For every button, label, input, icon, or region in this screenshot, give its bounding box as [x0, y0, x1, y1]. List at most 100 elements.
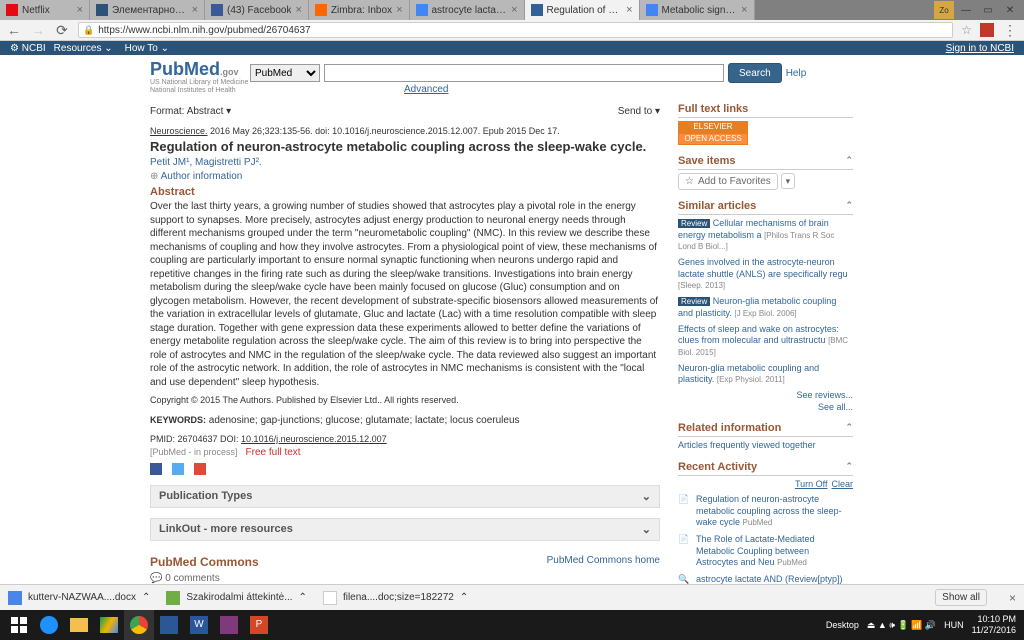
see-reviews-link[interactable]: See reviews... — [678, 390, 853, 400]
close-icon[interactable]: × — [77, 4, 83, 16]
download-item[interactable]: filena....doc;size=182272⌃ — [323, 591, 468, 605]
linkout-section[interactable]: LinkOut - more resources⌄ — [150, 518, 660, 541]
database-select[interactable]: PubMed — [250, 64, 320, 82]
reload-button[interactable]: ⟳ — [54, 22, 70, 38]
search-button[interactable]: Search — [728, 63, 782, 83]
close-icon[interactable]: × — [626, 4, 632, 16]
favicon — [211, 4, 223, 16]
collapse-icon[interactable]: ⌃ — [845, 422, 853, 434]
favicon — [416, 4, 428, 16]
url-text: https://www.ncbi.nlm.nih.gov/pubmed/2670… — [98, 25, 310, 36]
resources-menu[interactable]: Resources ⌄ — [54, 43, 113, 54]
expand-icon[interactable]: ⌄ — [642, 490, 651, 503]
sendto-dropdown[interactable]: Send to ▾ — [618, 106, 660, 117]
chevron-icon[interactable]: ⌃ — [299, 592, 307, 603]
clock[interactable]: 10:10 PM11/27/2016 — [972, 614, 1016, 636]
copyright: Copyright © 2015 The Authors. Published … — [150, 395, 660, 405]
similar-article[interactable]: Review Cellular mechanisms of brain ener… — [678, 218, 853, 253]
back-button[interactable]: ← — [6, 22, 22, 38]
language[interactable]: HUN — [944, 620, 964, 630]
collapse-icon[interactable]: ⌃ — [845, 155, 853, 167]
howto-menu[interactable]: How To ⌄ — [125, 43, 169, 54]
recent-heading: Recent Activity⌃ — [678, 461, 853, 476]
facebook-icon[interactable] — [150, 463, 162, 475]
free-full-text[interactable]: Free full text — [246, 447, 301, 458]
format-dropdown[interactable]: Abstract ▾ — [187, 106, 231, 117]
close-icon[interactable]: × — [741, 4, 747, 16]
help-link[interactable]: Help — [786, 68, 807, 79]
desktop-toggle[interactable]: Desktop — [826, 620, 859, 630]
expand-icon[interactable]: ⌄ — [642, 523, 651, 536]
recent-item[interactable]: 📄The Role of Lactate-Mediated Metabolic … — [678, 534, 853, 569]
ie-icon[interactable] — [34, 610, 64, 640]
advanced-link[interactable]: Advanced — [404, 84, 816, 95]
menu-button[interactable]: ⋮ — [1002, 22, 1018, 38]
word-icon[interactable]: W — [184, 610, 214, 640]
powerpoint-icon[interactable]: P — [244, 610, 274, 640]
similar-article[interactable]: Genes involved in the astrocyte-neuron l… — [678, 257, 853, 292]
onenote-icon[interactable] — [214, 610, 244, 640]
minimize-button[interactable]: — — [956, 1, 976, 19]
close-icon[interactable]: × — [295, 4, 301, 16]
googleplus-icon[interactable] — [194, 463, 206, 475]
forward-button[interactable]: → — [30, 22, 46, 38]
bookmark-icon[interactable]: ☆ — [961, 23, 972, 37]
signin-link[interactable]: Sign in to NCBI — [946, 43, 1014, 54]
close-icon[interactable]: × — [511, 4, 517, 16]
tab-zimbra[interactable]: Zimbra: Inbox× — [309, 0, 410, 20]
add-favorites-button[interactable]: ☆ Add to Favorites — [678, 173, 778, 190]
related-link[interactable]: Articles frequently viewed together — [678, 440, 816, 450]
similar-article[interactable]: Neuron-glia metabolic coupling and plast… — [678, 363, 853, 386]
comments-count[interactable]: 💬 0 comments — [150, 573, 660, 584]
tab-google1[interactable]: astrocyte lactate produ…× — [410, 0, 525, 20]
drive-icon[interactable] — [94, 610, 124, 640]
showall-button[interactable]: Show all — [935, 589, 987, 606]
recent-item[interactable]: 📄Regulation of neuron-astrocyte metaboli… — [678, 494, 853, 529]
extension-icon[interactable] — [980, 23, 994, 37]
chevron-icon[interactable]: ⌃ — [460, 592, 468, 603]
twitter-icon[interactable] — [172, 463, 184, 475]
author-info-toggle[interactable]: Author information — [150, 171, 660, 182]
similar-article[interactable]: Effects of sleep and wake on astrocytes:… — [678, 324, 853, 359]
favorites-dropdown[interactable]: ▾ — [781, 173, 796, 189]
collapse-icon[interactable]: ⌃ — [845, 200, 853, 212]
close-icon[interactable]: × — [1009, 591, 1016, 605]
tab-pubmed[interactable]: Regulation of neuron-as…× — [525, 0, 640, 20]
maximize-button[interactable]: ▭ — [978, 1, 998, 19]
favicon — [315, 4, 327, 16]
close-button[interactable]: ✕ — [1000, 1, 1020, 19]
close-icon[interactable]: × — [192, 4, 198, 16]
turnoff-link[interactable]: Turn Off — [795, 479, 828, 489]
see-all-link[interactable]: See all... — [678, 402, 853, 412]
close-icon[interactable]: × — [396, 4, 402, 16]
favicon — [531, 4, 543, 16]
clear-link[interactable]: Clear — [831, 479, 853, 489]
collapse-icon[interactable]: ⌃ — [845, 461, 853, 473]
similar-article[interactable]: Review Neuron-glia metabolic coupling an… — [678, 296, 853, 319]
abstract-heading: Abstract — [150, 186, 660, 198]
tray-icons[interactable]: ⏏ ▲ 🕪 🔋 📶 🔊 — [867, 620, 936, 631]
download-item[interactable]: kutterv-NAZWAA....docx⌃ — [8, 591, 150, 605]
commons-home-link[interactable]: PubMed Commons home — [547, 555, 660, 569]
elsevier-link[interactable]: ELSEVIER OPEN ACCESS — [678, 121, 853, 145]
download-item[interactable]: Szakirodalmi áttekintė...⌃ — [166, 591, 307, 605]
url-input[interactable]: 🔒 https://www.ncbi.nlm.nih.gov/pubmed/26… — [78, 22, 953, 38]
chevron-icon[interactable]: ⌃ — [142, 592, 150, 603]
pubmed-header: PubMed.gov US National Library of Medici… — [0, 55, 1024, 97]
authors[interactable]: Petit JM¹, Magistretti PJ². — [150, 157, 660, 168]
pubmed-logo[interactable]: PubMed.gov — [150, 59, 239, 80]
tab-serial[interactable]: Элементарно. 1,2,3,4× — [90, 0, 205, 20]
explorer-icon[interactable] — [64, 610, 94, 640]
chrome-icon[interactable] — [124, 610, 154, 640]
pubtypes-section[interactable]: Publication Types⌄ — [150, 485, 660, 508]
tab-facebook[interactable]: (43) Facebook× — [205, 0, 309, 20]
start-button[interactable] — [4, 610, 34, 640]
search-input[interactable] — [324, 64, 724, 82]
ext-badge[interactable]: Zo — [934, 1, 954, 19]
sidebar: Full text links ELSEVIER OPEN ACCESS Sav… — [678, 103, 853, 607]
fulltext-heading: Full text links — [678, 103, 853, 118]
ncbi-logo[interactable]: ⚙ NCBI — [10, 43, 46, 54]
tab-google2[interactable]: Metabolic signaling by l…× — [640, 0, 755, 20]
tab-netflix[interactable]: Netflix× — [0, 0, 90, 20]
app-icon[interactable] — [154, 610, 184, 640]
